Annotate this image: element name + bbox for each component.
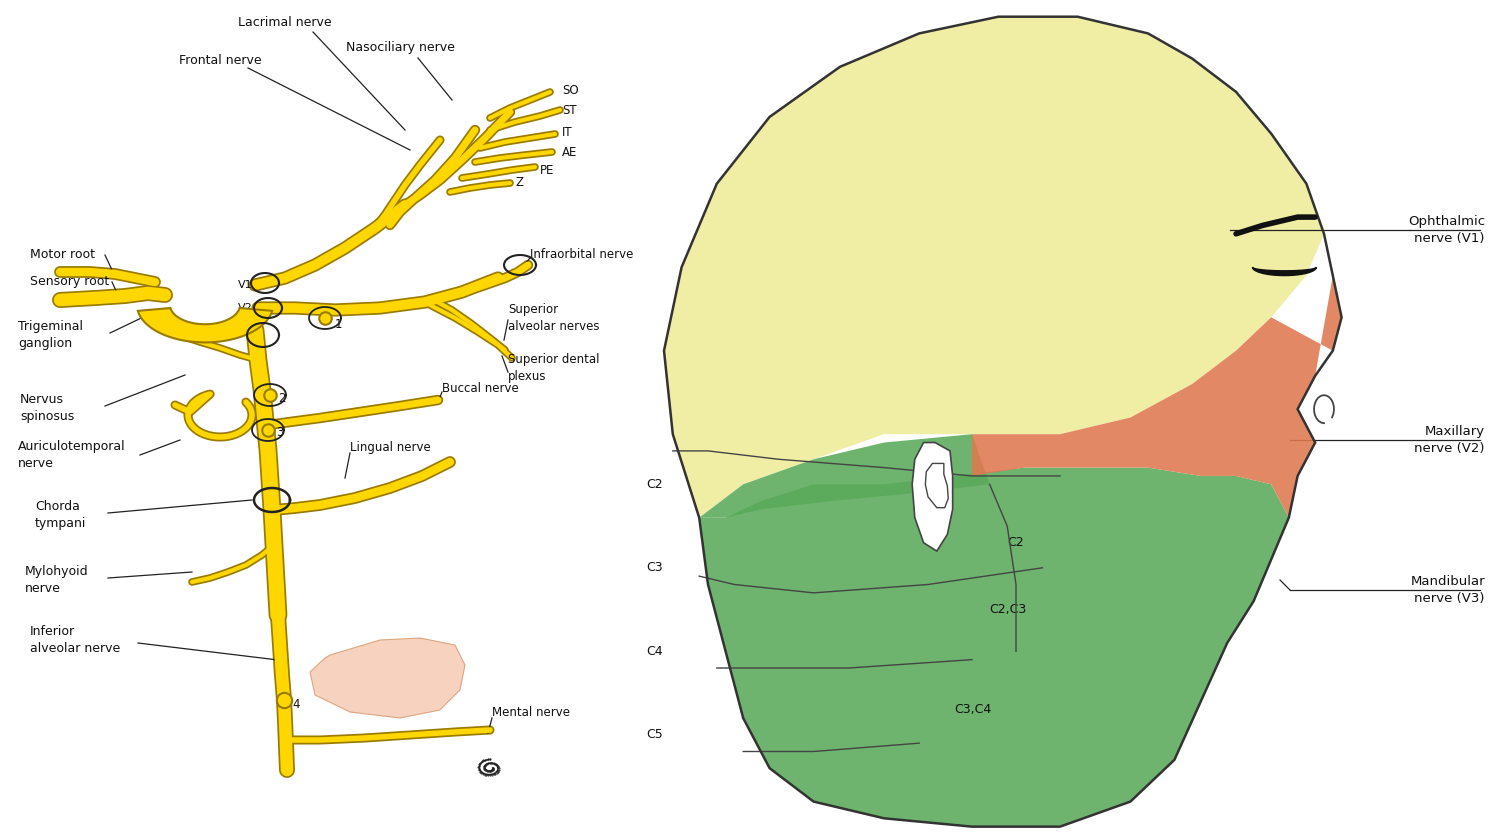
Text: Superior dental
plexus: Superior dental plexus bbox=[509, 353, 600, 383]
Text: 3: 3 bbox=[276, 427, 284, 439]
Polygon shape bbox=[912, 443, 952, 551]
Text: Z: Z bbox=[514, 176, 523, 190]
Polygon shape bbox=[664, 17, 1324, 518]
Text: C5: C5 bbox=[646, 728, 663, 741]
Text: SO: SO bbox=[562, 84, 579, 97]
Text: AE: AE bbox=[562, 146, 578, 159]
Text: Buccal nerve: Buccal nerve bbox=[442, 382, 519, 394]
Polygon shape bbox=[699, 468, 1288, 827]
Text: Sensory root: Sensory root bbox=[30, 276, 109, 289]
Text: Mandibular
nerve (V3): Mandibular nerve (V3) bbox=[1410, 575, 1485, 605]
Text: 2: 2 bbox=[278, 392, 285, 404]
Text: Motor root: Motor root bbox=[30, 249, 94, 261]
Polygon shape bbox=[1252, 267, 1317, 276]
Polygon shape bbox=[310, 638, 465, 718]
Polygon shape bbox=[972, 276, 1341, 518]
Text: Mental nerve: Mental nerve bbox=[492, 706, 570, 718]
Polygon shape bbox=[664, 17, 1341, 827]
Text: C2: C2 bbox=[646, 478, 663, 491]
Text: Inferior
alveolar nerve: Inferior alveolar nerve bbox=[30, 625, 120, 655]
Text: Nervus
spinosus: Nervus spinosus bbox=[20, 393, 74, 423]
Text: V3: V3 bbox=[238, 325, 252, 335]
Text: Infraorbital nerve: Infraorbital nerve bbox=[530, 249, 633, 261]
Text: V1: V1 bbox=[238, 280, 252, 290]
Text: IT: IT bbox=[562, 126, 573, 139]
Text: 4: 4 bbox=[292, 699, 300, 711]
Text: 1: 1 bbox=[334, 318, 342, 331]
Text: C3: C3 bbox=[646, 561, 663, 574]
Text: Trigeminal
ganglion: Trigeminal ganglion bbox=[18, 320, 82, 350]
Text: Chorda
tympani: Chorda tympani bbox=[34, 500, 87, 530]
Text: ST: ST bbox=[562, 104, 576, 117]
Text: Ophthalmic
nerve (V1): Ophthalmic nerve (V1) bbox=[1408, 215, 1485, 245]
Text: Mylohyoid
nerve: Mylohyoid nerve bbox=[26, 565, 88, 595]
Text: Maxillary
nerve (V2): Maxillary nerve (V2) bbox=[1414, 425, 1485, 455]
Text: PE: PE bbox=[540, 164, 555, 176]
Text: C3,C4: C3,C4 bbox=[954, 703, 992, 716]
Text: V2: V2 bbox=[238, 303, 252, 313]
Polygon shape bbox=[699, 434, 990, 518]
Text: C2,C3: C2,C3 bbox=[990, 603, 1028, 616]
Text: Nasociliary nerve: Nasociliary nerve bbox=[345, 42, 454, 54]
Text: Auriculotemporal
nerve: Auriculotemporal nerve bbox=[18, 440, 126, 470]
Text: Superior
alveolar nerves: Superior alveolar nerves bbox=[509, 303, 600, 333]
Text: Lingual nerve: Lingual nerve bbox=[350, 442, 430, 454]
Text: Lacrimal nerve: Lacrimal nerve bbox=[238, 16, 332, 28]
Text: C2: C2 bbox=[1007, 536, 1025, 549]
Polygon shape bbox=[138, 308, 272, 342]
Text: Frontal nerve: Frontal nerve bbox=[178, 53, 261, 67]
Text: C4: C4 bbox=[646, 645, 663, 658]
